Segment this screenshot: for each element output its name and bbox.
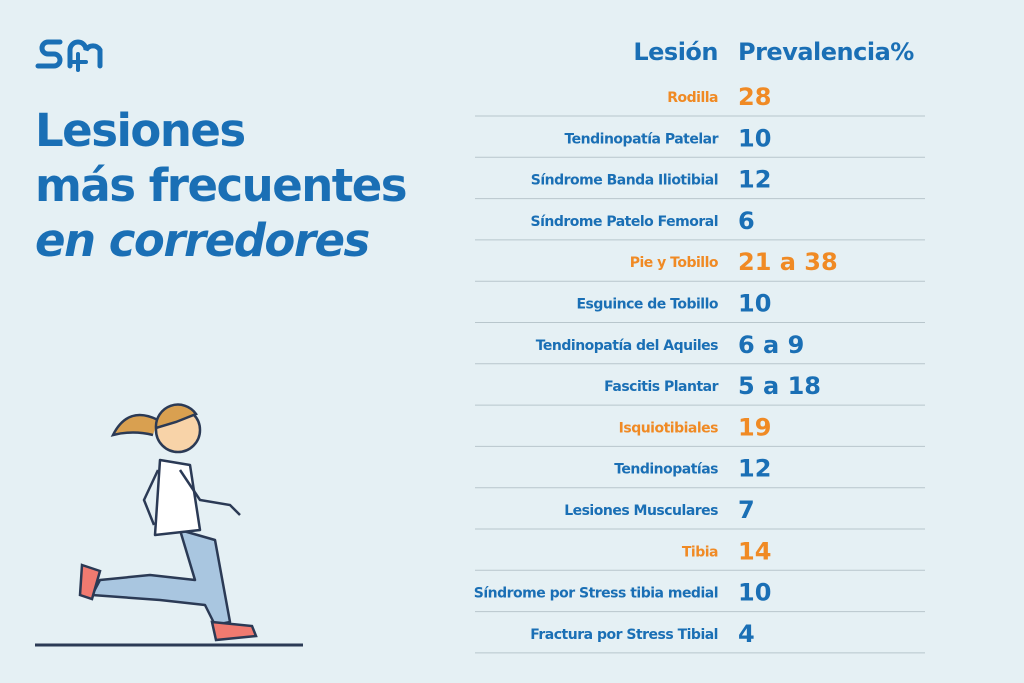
injury-label: Fascitis Plantar — [604, 379, 718, 395]
prevalence-value: 6 a 9 — [738, 331, 804, 359]
prevalence-value: 21 a 38 — [738, 248, 838, 276]
runner — [35, 403, 303, 647]
injury-label: Síndrome por Stress tibia medial — [474, 586, 718, 602]
prevalence-value: 12 — [738, 166, 771, 194]
injury-label: Síndrome Banda Iliotibial — [531, 173, 718, 189]
title-line: en corredores — [35, 214, 370, 267]
prevalence-value: 6 — [738, 207, 755, 235]
prevalence-value: 14 — [738, 537, 771, 565]
column-header: Lesión — [633, 38, 718, 66]
injury-label: Pie y Tobillo — [630, 255, 719, 271]
prevalence-value: 7 — [738, 496, 755, 524]
prevalence-value: 10 — [738, 290, 771, 318]
column-header: Prevalencia% — [738, 38, 914, 66]
prevalence-value: 10 — [738, 579, 771, 607]
injury-label: Tendinopatía Patelar — [564, 131, 718, 147]
prevalence-value: 4 — [738, 620, 755, 648]
injury-label: Rodilla — [667, 90, 718, 106]
injury-label: Tibia — [682, 544, 718, 560]
injury-label: Tendinopatías — [614, 462, 718, 478]
logo — [35, 39, 103, 72]
injury-label: Síndrome Patelo Femoral — [530, 214, 718, 230]
prevalence-value: 10 — [738, 124, 771, 152]
prevalence-value: 12 — [738, 455, 771, 483]
injury-label: Lesiones Musculares — [564, 503, 718, 519]
injury-label: Esguince de Tobillo — [576, 297, 718, 313]
title-line: más frecuentes — [35, 159, 406, 212]
prevalence-value: 5 a 18 — [738, 372, 821, 400]
injury-label: Fractura por Stress Tibial — [530, 627, 718, 643]
prevalence-value: 28 — [738, 83, 771, 111]
injury-label: Tendinopatía del Aquiles — [536, 338, 718, 354]
injury-label: Isquiotibiales — [619, 420, 719, 436]
prevalence-value: 19 — [738, 413, 771, 441]
title-line: Lesiones — [35, 104, 245, 157]
